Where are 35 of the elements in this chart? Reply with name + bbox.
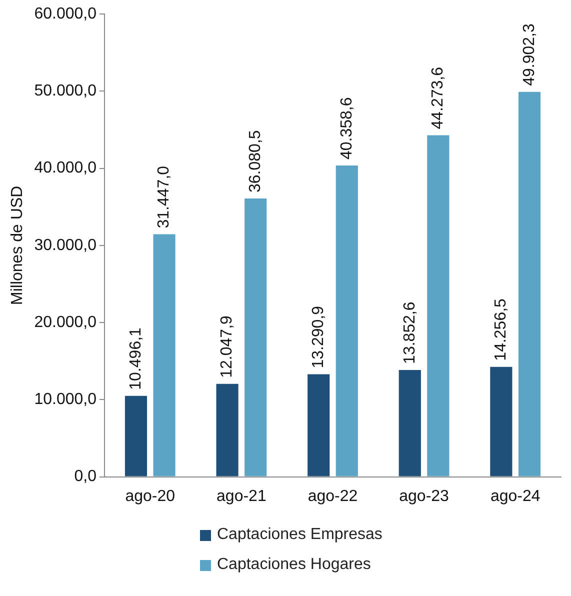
bar [398,370,421,476]
y-tick-label: 10.000,0 [34,391,97,408]
x-tick-label: ago-24 [490,488,540,505]
legend-label: Captaciones Hogares [217,556,371,574]
data-label: 13.852,6 [401,302,418,364]
data-label: 44.273,6 [430,66,447,130]
y-tick-label: 30.000,0 [34,236,97,254]
data-label: 40.358,6 [338,97,356,160]
y-axis-title: Millones de USD [9,186,26,305]
y-tick-label: 60.000,0 [34,5,97,22]
bar [244,198,267,476]
bar [308,374,330,476]
bar [518,92,541,476]
bar [336,166,358,476]
bar [124,396,148,476]
data-label: 31.447,0 [156,166,173,228]
x-tick-label: ago-23 [399,488,450,505]
data-label: 36.080,5 [246,130,264,192]
bar [153,234,176,476]
bar [216,384,238,476]
x-tick-label: ago-21 [216,488,266,505]
bar [490,366,512,476]
x-tick-label: ago-22 [308,488,358,505]
data-label: 10.496,1 [127,327,144,390]
data-label: 14.256,5 [492,298,510,361]
y-tick-label: 20.000,0 [34,314,97,331]
bar [427,135,450,476]
y-tick-label: 0,0 [74,468,97,486]
x-tick-label: ago-20 [125,488,176,505]
y-tick-label: 50.000,0 [34,82,97,100]
y-tick-label: 40.000,0 [34,160,97,177]
data-label: 12.047,9 [218,315,236,378]
legend-label: Captaciones Empresas [217,526,382,544]
data-label: 49.902,3 [520,24,538,86]
data-label: 13.290,9 [310,306,327,368]
